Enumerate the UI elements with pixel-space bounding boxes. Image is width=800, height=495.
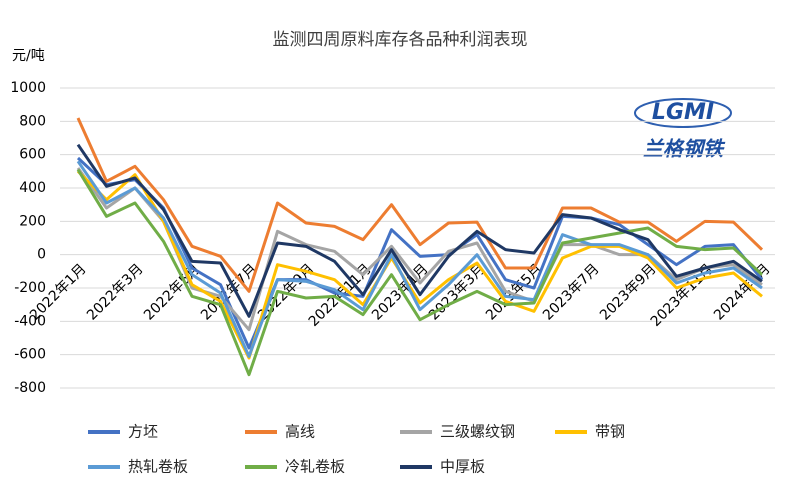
y-tick-label: 200 (19, 213, 46, 229)
series-line (76, 117, 764, 293)
legend-label: 高线 (285, 423, 315, 441)
x-tick-label: 2022年3月 (84, 261, 147, 324)
legend-label: 中厚板 (440, 458, 485, 476)
y-axis-label: 元/吨 (12, 48, 45, 64)
legend-label: 热轧卷板 (128, 458, 188, 476)
legend-label: 方坯 (128, 423, 158, 441)
chart-title: 监测四周原料库存各品种利润表现 (273, 30, 528, 50)
y-tick-label: 1000 (10, 80, 46, 96)
y-tick-label: -800 (14, 380, 46, 396)
y-tick-label: 400 (19, 180, 46, 196)
x-tick-label: 2023年9月 (597, 261, 660, 324)
y-tick-label: -400 (14, 313, 46, 329)
legend-label: 带钢 (595, 423, 625, 441)
series-line (76, 156, 764, 350)
legend-label: 冷轧卷板 (285, 458, 345, 476)
y-tick-label: 0 (37, 247, 46, 263)
legend-label: 三级螺纹钢 (440, 423, 515, 441)
series-line (76, 143, 763, 318)
y-tick-label: -600 (14, 347, 46, 363)
y-tick-label: 800 (19, 113, 46, 129)
y-tick-label: -200 (14, 280, 46, 296)
y-tick-label: 600 (19, 147, 46, 163)
series-line (76, 168, 764, 377)
series-line (76, 160, 763, 358)
logo-subtitle: 兰格钢铁 (643, 137, 726, 161)
series-line (76, 170, 763, 360)
logo-ring (634, 98, 732, 128)
